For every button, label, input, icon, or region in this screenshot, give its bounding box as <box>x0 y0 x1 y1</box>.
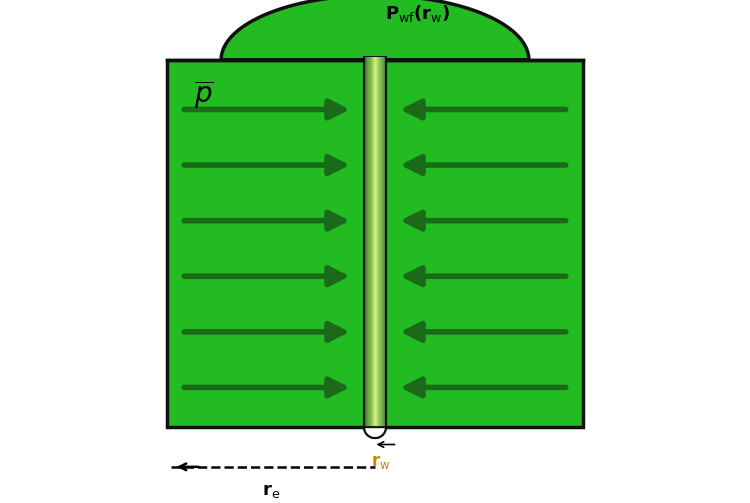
Text: $\overline{p}$: $\overline{p}$ <box>194 78 214 111</box>
Polygon shape <box>372 57 373 427</box>
Polygon shape <box>385 57 386 427</box>
Polygon shape <box>377 57 378 427</box>
Polygon shape <box>380 57 382 427</box>
Polygon shape <box>364 57 365 427</box>
Polygon shape <box>384 57 385 427</box>
Text: P$_{\sf wf}$(r$_{\sf w}$): P$_{\sf wf}$(r$_{\sf w}$) <box>385 3 450 24</box>
Polygon shape <box>368 57 370 427</box>
Polygon shape <box>375 57 376 427</box>
Polygon shape <box>366 57 368 427</box>
Polygon shape <box>166 60 584 427</box>
Polygon shape <box>373 57 374 427</box>
Polygon shape <box>364 57 386 427</box>
Polygon shape <box>365 57 366 427</box>
Text: r$_{\sf w}$: r$_{\sf w}$ <box>371 453 391 471</box>
Polygon shape <box>374 57 375 427</box>
Polygon shape <box>376 57 377 427</box>
Text: r$_{\sf e}$: r$_{\sf e}$ <box>262 482 280 499</box>
Polygon shape <box>370 57 372 427</box>
Polygon shape <box>364 427 386 438</box>
Polygon shape <box>382 57 384 427</box>
Polygon shape <box>378 57 380 427</box>
Polygon shape <box>221 0 529 60</box>
